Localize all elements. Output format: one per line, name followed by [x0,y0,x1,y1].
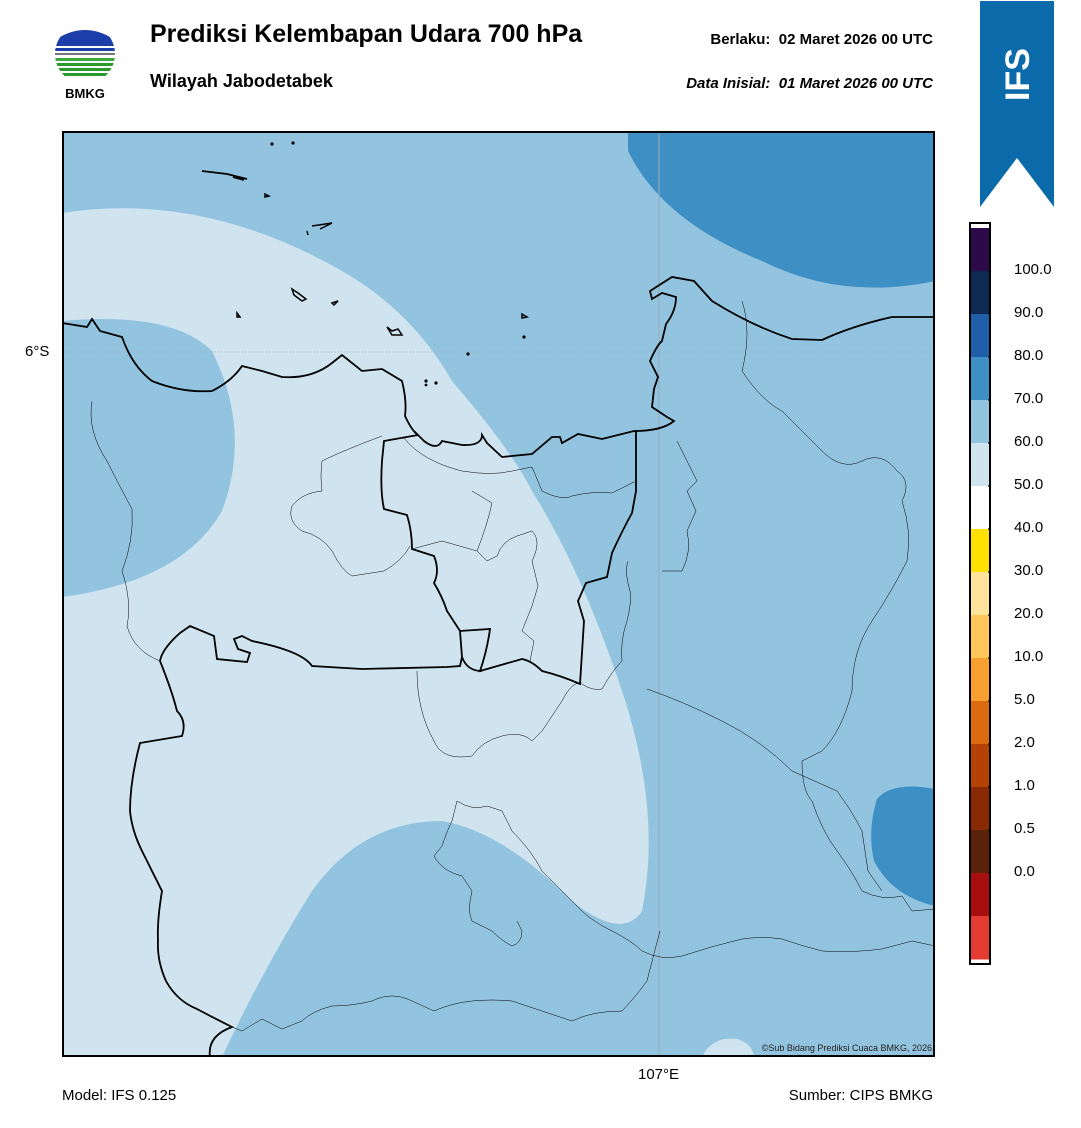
colorbar-segment [971,443,989,487]
colorbar-segment [971,357,989,401]
colorbar-tick-label: 40.0 [1014,519,1044,536]
island [264,192,272,198]
model-label: Model: IFS 0.125 [62,1087,177,1104]
colorbar-tick-label: 5.0 [1014,691,1035,708]
colorbar-segment [971,529,989,573]
colorbar-segment [971,916,989,960]
colorbar-segment [971,615,989,659]
colorbar-tick-label: 0.5 [1014,820,1035,837]
valid-time-value: 02 Maret 2026 00 UTC [778,31,933,48]
init-time-value: 01 Maret 2026 00 UTC [778,75,933,92]
init-time: Data Inisial: 01 Maret 2026 00 UTC [686,75,933,92]
colorbar-tick-label: 20.0 [1014,605,1044,622]
colorbar-segment [971,744,989,788]
colorbar-tick-label: 100.0 [1014,261,1052,278]
island [306,222,333,236]
valid-time: Berlaku: 02 Maret 2026 00 UTC [710,31,933,48]
colorbar-tick-label: 2.0 [1014,734,1035,751]
colorbar-tick-label: 50.0 [1014,476,1044,493]
map-copyright: ©Sub Bidang Prediksi Cuaca BMKG, 2026 [762,1043,932,1053]
island [290,287,308,302]
ribbon-text: IFS [999,48,1037,101]
colorbar-tick-label: 30.0 [1014,562,1044,579]
coastline [62,276,935,458]
humidity-70-80-east [871,786,935,906]
colorbar-segment [971,701,989,745]
island [521,312,530,319]
colorbar-segment [971,314,989,358]
ifs-ribbon: IFS [980,1,1054,207]
island [386,326,404,336]
colorbar-segment [971,658,989,702]
island [236,310,242,318]
map-subtitle: Wilayah Jabodetabek [150,71,333,91]
humidity-70-80-northeast [628,131,935,288]
colorbar-tick-label: 60.0 [1014,433,1044,450]
map-title: Prediksi Kelembapan Udara 700 hPa [150,20,583,48]
island [330,300,339,307]
colorbar-segment [971,271,989,315]
bmkg-logo-icon: BMKG [55,24,115,100]
province-boundary [380,431,637,686]
colorbar-tick-label: 80.0 [1014,347,1044,364]
colorbar-segment [971,787,989,831]
longitude-label: 107°E [638,1066,680,1083]
colorbar-segment [971,228,989,272]
colorbar-segment [971,486,989,530]
humidity-map: ©Sub Bidang Prediksi Cuaca BMKG, 2026 [62,131,935,1057]
logo-text: BMKG [65,86,105,100]
humidity-60-70-west-blob [62,319,235,597]
province-boundary [129,624,483,1057]
valid-time-label: Berlaku: [710,31,771,48]
colorbar-segment [971,830,989,874]
latitude-label: 6°S [25,343,50,360]
colorbar-tick-label: 1.0 [1014,777,1035,794]
source-label: Sumber: CIPS BMKG [788,1087,933,1104]
colorbar-segment [971,400,989,444]
colorbar-segment [971,572,989,616]
init-time-label: Data Inisial: [686,75,771,92]
map-frame [62,131,935,1057]
colorbar-tick-label: 0.0 [1014,863,1035,880]
humidity-50-60-south-patch [702,1038,754,1057]
humidity-colorbar [969,222,991,965]
colorbar-tick-label: 70.0 [1014,390,1044,407]
colorbar-segment [971,873,989,917]
colorbar-tick-label: 90.0 [1014,304,1044,321]
island [201,170,248,181]
colorbar-tick-label: 10.0 [1014,648,1044,665]
district-boundaries [90,300,935,1032]
